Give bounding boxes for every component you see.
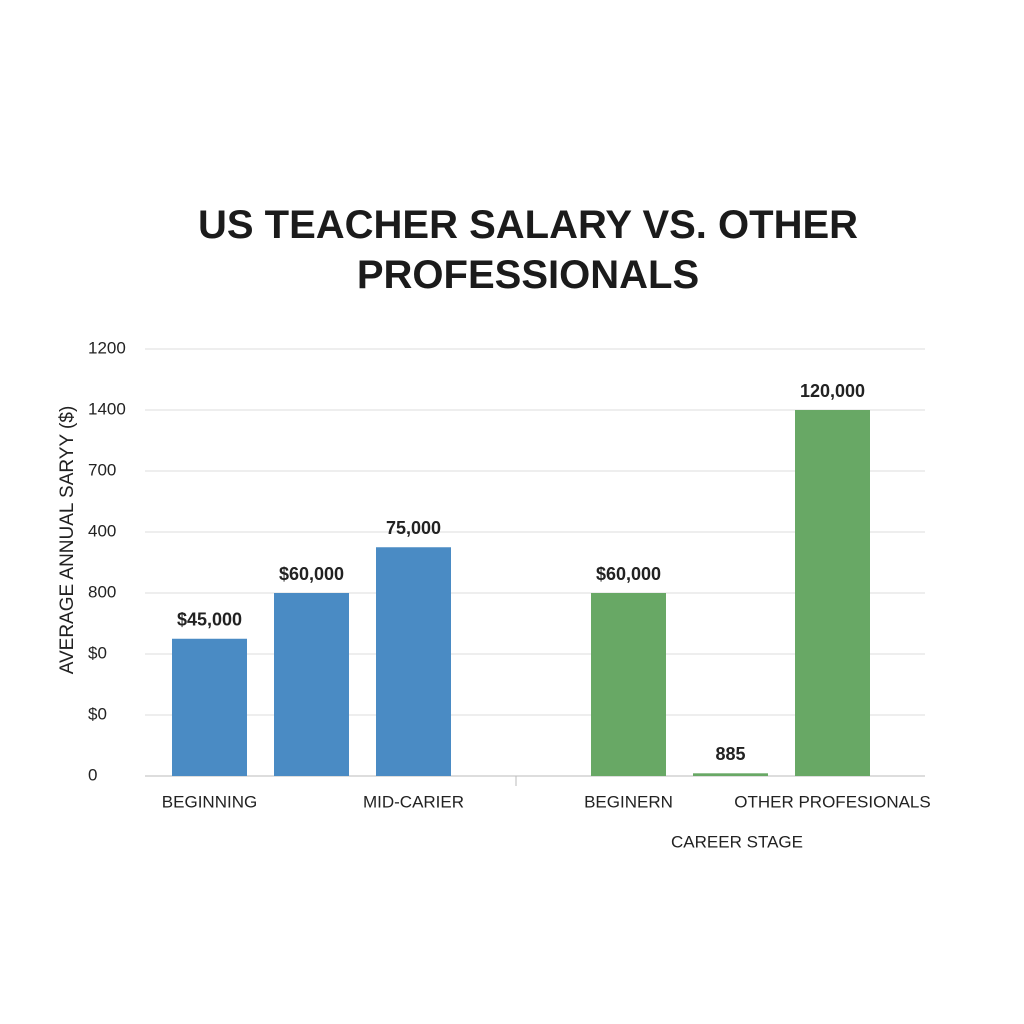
y-tick-label: $0 bbox=[88, 643, 107, 662]
x-axis-label: CAREER STAGE bbox=[671, 832, 803, 851]
bar bbox=[376, 547, 451, 776]
x-tick-label: MID-CARIER bbox=[363, 792, 464, 811]
y-tick-label: 1400 bbox=[88, 399, 126, 418]
y-tick-label: 800 bbox=[88, 582, 116, 601]
bar bbox=[172, 638, 247, 776]
bar bbox=[693, 773, 768, 776]
value-label: 885 bbox=[715, 744, 745, 764]
bar bbox=[274, 593, 349, 776]
value-label: 75,000 bbox=[386, 518, 441, 538]
bar bbox=[591, 593, 666, 776]
y-tick-label: 700 bbox=[88, 460, 116, 479]
y-tick-label: $0 bbox=[88, 704, 107, 723]
value-label: $60,000 bbox=[596, 564, 661, 584]
y-tick-label: 400 bbox=[88, 521, 116, 540]
bar bbox=[795, 410, 870, 776]
value-label: $45,000 bbox=[177, 610, 242, 630]
x-tick-label: OTHER PROFESIONALS bbox=[734, 792, 930, 811]
y-tick-label: 0 bbox=[88, 765, 97, 784]
value-label: $60,000 bbox=[279, 564, 344, 584]
x-tick-label: BEGINNING bbox=[162, 792, 257, 811]
x-tick-label: BEGINERN bbox=[584, 792, 673, 811]
value-label: 120,000 bbox=[800, 381, 865, 401]
chart-title: US TEACHER SALARY VS. OTHER PROFESSIONAL… bbox=[197, 203, 859, 297]
y-axis-label: AVERAGE ANNUAL SARYY ($) bbox=[57, 406, 78, 675]
y-tick-label: 1200 bbox=[88, 338, 126, 357]
